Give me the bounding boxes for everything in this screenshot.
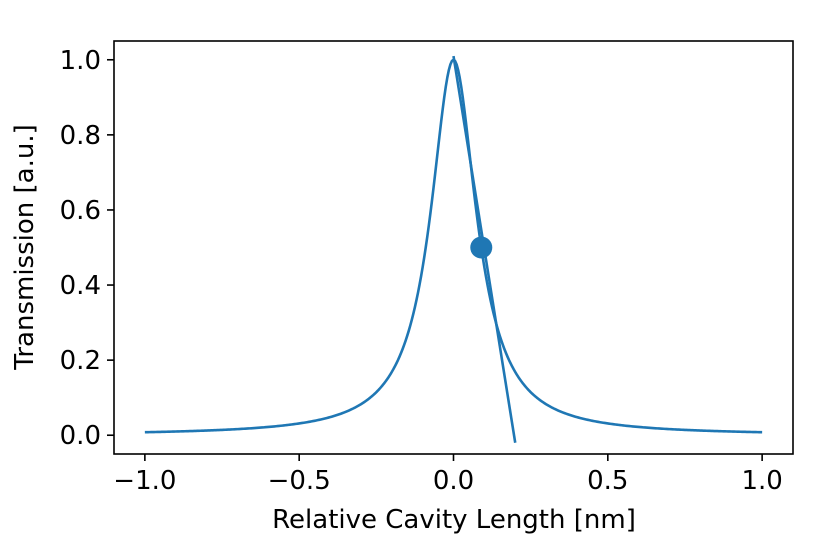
x-tick-label: −0.5 <box>268 466 331 496</box>
x-axis-label: Relative Cavity Length [nm] <box>272 505 636 535</box>
x-tick-label: 0.5 <box>587 466 628 496</box>
y-tick-label: 0.2 <box>60 346 101 376</box>
y-tick-label: 0.4 <box>60 271 101 301</box>
y-tick-label: 0.0 <box>60 421 101 451</box>
x-tick-label: 0.0 <box>433 466 474 496</box>
y-tick-label: 0.8 <box>60 121 101 151</box>
y-tick-label: 0.6 <box>60 196 101 226</box>
data-point-marker <box>470 236 493 259</box>
plot-area <box>113 40 794 455</box>
y-tick-label: 1.0 <box>60 46 101 76</box>
x-tick-label: 1.0 <box>741 466 782 496</box>
x-tick-label: −1.0 <box>113 466 176 496</box>
series-line-lorentzian <box>144 58 763 434</box>
y-axis: 0.0 0.2 0.4 0.6 0.8 1.0 <box>60 46 114 451</box>
plot-frame <box>113 40 794 455</box>
x-axis: −1.0 −0.5 0.0 0.5 1.0 <box>113 454 783 496</box>
y-axis-label: Transmission [a.u.] <box>10 124 40 370</box>
